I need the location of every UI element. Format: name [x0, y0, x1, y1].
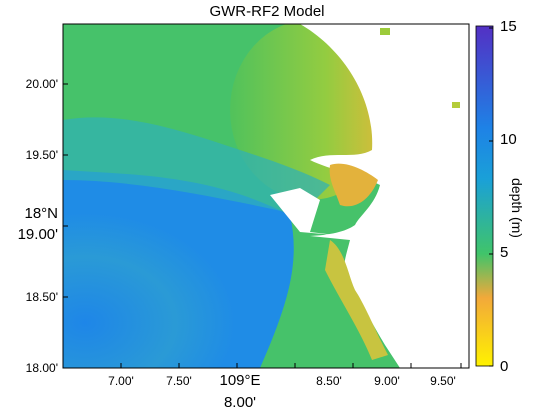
colorbar [475, 25, 494, 367]
small-island [452, 102, 460, 108]
y-tick-label: 19.00' [17, 226, 58, 243]
y-tick-marks [63, 83, 68, 369]
colorbar-tick-label: 5 [500, 244, 509, 261]
x-tick-label: 7.00' [108, 374, 134, 388]
small-island [380, 28, 390, 35]
x-tick-label: 8.00' [223, 394, 257, 411]
colorbar-tick-marks [489, 27, 493, 367]
plot-frame [62, 23, 470, 369]
y-tick-label: 20.00' [25, 77, 58, 91]
y-degree-label: 18°N [24, 205, 58, 222]
deep-water-patch [63, 180, 310, 368]
x-tick-label: 7.50' [166, 374, 192, 388]
map-title: GWR-RF2 Model [209, 3, 325, 20]
colorbar-tick-label: 10 [500, 131, 517, 148]
colorbar-label: depth (m) [509, 178, 525, 238]
harbor-cutout [270, 188, 335, 235]
land-mask [300, 24, 469, 368]
mid-blue-region [63, 117, 330, 215]
island-yellow [329, 163, 378, 207]
colorbar-tick-label: 0 [500, 358, 509, 375]
x-tick-marks [120, 363, 462, 368]
colorbar-tick-label: 15 [500, 18, 517, 35]
coast-yellow-strip [325, 240, 388, 360]
x-tick-label: 8.50' [316, 374, 342, 388]
x-degree-label: 109°E [219, 372, 261, 389]
y-tick-label: 18.50' [25, 290, 58, 304]
x-tick-label: 9.50' [430, 374, 456, 388]
x-tick-label: 9.00' [374, 374, 400, 388]
y-tick-label: 18.00' [25, 361, 58, 375]
y-tick-label: 19.50' [25, 148, 58, 162]
